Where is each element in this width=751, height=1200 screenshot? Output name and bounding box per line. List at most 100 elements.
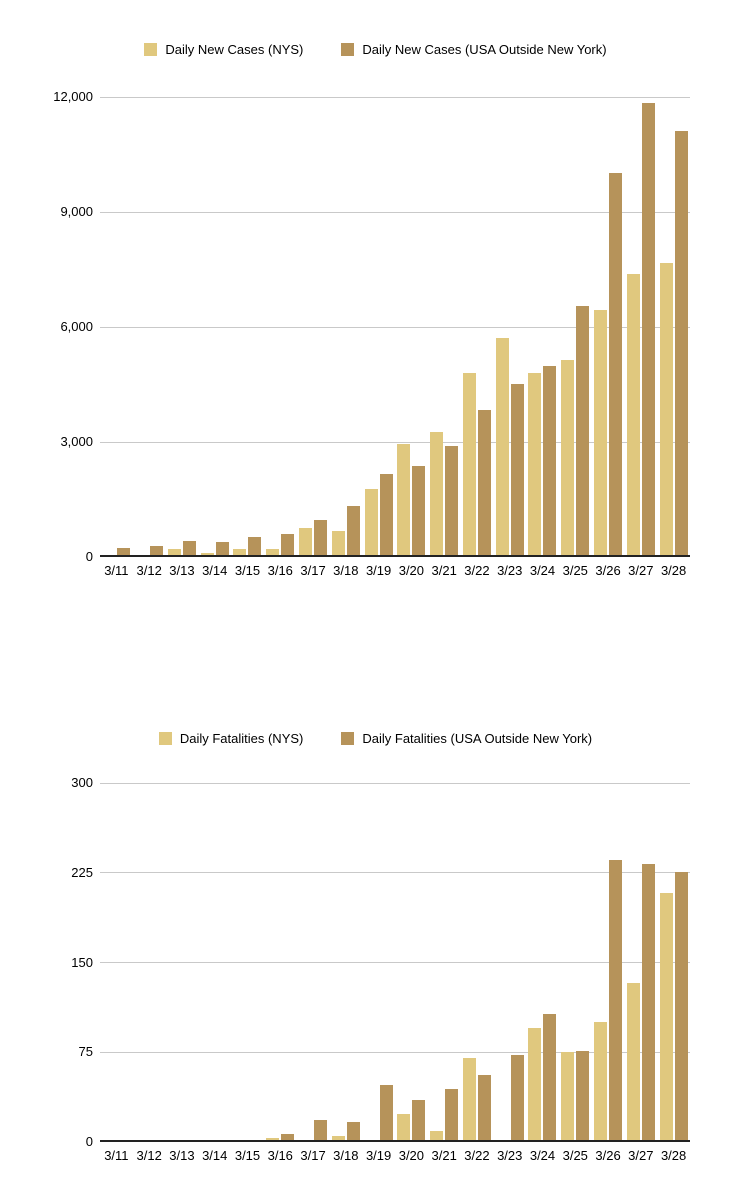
bar-usa-3/17 bbox=[314, 1120, 328, 1142]
x-axis-label: 3/23 bbox=[497, 563, 523, 578]
bar-group bbox=[559, 783, 592, 1142]
x-axis-label: 3/28 bbox=[660, 1148, 687, 1163]
x-axis-label: 3/14 bbox=[202, 563, 228, 578]
gridline bbox=[100, 441, 690, 443]
plot-area: 0 75 150 225 300 3/11 3/12 3/13 3/14 3/15 3/16 3/17… bbox=[71, 776, 690, 1163]
bar-nys-3/24 bbox=[528, 1028, 542, 1142]
x-axis-label: 3/28 bbox=[660, 563, 687, 578]
bar-nys-3/27 bbox=[626, 983, 640, 1142]
bar-nys-3/19 bbox=[364, 489, 378, 557]
bar-nys-3/21 bbox=[430, 1131, 444, 1142]
bar-group bbox=[592, 97, 625, 557]
bar-group bbox=[493, 783, 526, 1142]
bar-group bbox=[231, 97, 264, 557]
x-axis-label: 3/25 bbox=[562, 1148, 588, 1163]
bar-group bbox=[133, 783, 166, 1142]
gridline bbox=[100, 96, 690, 98]
bar-nys-3/18 bbox=[331, 1136, 345, 1142]
bar-usa-3/28 bbox=[674, 872, 688, 1142]
bar-usa-3/11 bbox=[117, 548, 131, 557]
bar-group bbox=[428, 783, 461, 1142]
bar-usa-3/20 bbox=[412, 466, 426, 557]
y-axis-label: 9,000 bbox=[60, 204, 93, 219]
y-axis-label: 6,000 bbox=[60, 319, 93, 334]
x-axis-line bbox=[100, 1140, 690, 1142]
x-axis-label: 3/19 bbox=[365, 1148, 392, 1163]
x-axis-label: 3/11 bbox=[104, 563, 129, 578]
bar-group bbox=[133, 97, 166, 557]
bar-group bbox=[231, 783, 264, 1142]
bar-usa-3/13 bbox=[182, 541, 196, 557]
x-axis-label: 3/22 bbox=[464, 563, 490, 578]
y-axis-label: 12,000 bbox=[53, 89, 93, 104]
x-axis-label: 3/15 bbox=[234, 563, 261, 578]
bar-usa-3/12 bbox=[150, 546, 164, 557]
bar-usa-3/16 bbox=[281, 1134, 295, 1142]
bar-group bbox=[461, 97, 494, 557]
bar-group bbox=[624, 783, 657, 1142]
bar-group bbox=[329, 97, 362, 557]
x-axis-label: 3/18 bbox=[333, 1148, 359, 1163]
legend-swatch-icon bbox=[341, 732, 355, 745]
y-axis-label: 0 bbox=[85, 549, 93, 564]
gridline bbox=[100, 962, 690, 963]
bar-nys-3/21 bbox=[430, 432, 444, 557]
gridline bbox=[100, 782, 690, 784]
bar-nys-3/23 bbox=[495, 338, 509, 557]
bar-usa-3/27 bbox=[641, 864, 655, 1142]
gridline bbox=[100, 1051, 690, 1053]
bar-usa-3/25 bbox=[576, 306, 590, 557]
bar-usa-3/26 bbox=[609, 860, 623, 1142]
x-axis-label: 3/26 bbox=[595, 563, 621, 578]
bar-usa-3/28 bbox=[674, 131, 688, 557]
bar-usa-3/24 bbox=[543, 1014, 557, 1142]
bar-nys-3/17 bbox=[299, 528, 313, 557]
x-axis-label: 3/16 bbox=[267, 563, 293, 578]
bar-usa-3/25 bbox=[576, 1051, 590, 1142]
x-axis-label: 3/25 bbox=[562, 563, 588, 578]
bar-group bbox=[624, 97, 657, 557]
bar-group bbox=[100, 97, 133, 557]
legend-label: Daily Fatalities (USA Outside New York) bbox=[362, 731, 593, 746]
bar-nys-3/28 bbox=[659, 263, 673, 557]
bar-usa-3/16 bbox=[281, 534, 295, 557]
y-axis-label: 75 bbox=[78, 1044, 93, 1060]
bar-usa-3/15 bbox=[248, 537, 262, 557]
bar-group bbox=[592, 783, 625, 1142]
bar-nys-3/25 bbox=[561, 360, 575, 557]
bar-nys-3/20 bbox=[397, 1114, 411, 1142]
bar-nys-3/22 bbox=[462, 373, 476, 557]
bar-group bbox=[166, 783, 199, 1142]
bar-usa-3/22 bbox=[477, 1075, 491, 1142]
bar-group bbox=[198, 97, 231, 557]
bar-group bbox=[264, 97, 297, 557]
x-axis-label: 3/19 bbox=[365, 563, 392, 578]
x-axis-label: 3/13 bbox=[169, 563, 195, 578]
bar-group bbox=[493, 97, 526, 557]
bar-nys-3/13 bbox=[167, 549, 181, 557]
bar-nys-3/24 bbox=[528, 373, 542, 557]
legend-item: Daily Fatalities (USA Outside New York) bbox=[341, 731, 592, 746]
bar-usa-3/14 bbox=[215, 542, 229, 557]
x-axis-label: 3/11 bbox=[104, 1148, 129, 1163]
legend-item: Daily Fatalities (NYS) bbox=[158, 731, 304, 746]
bar-usa-3/19 bbox=[379, 1085, 393, 1142]
x-axis-label: 3/12 bbox=[136, 1148, 162, 1163]
x-axis-label: 3/22 bbox=[464, 1148, 490, 1163]
x-axis-label: 3/27 bbox=[628, 563, 654, 578]
x-axis-label: 3/20 bbox=[398, 1148, 425, 1163]
bar-group bbox=[526, 783, 559, 1142]
bar-nys-3/25 bbox=[561, 1052, 575, 1142]
bar-group bbox=[559, 97, 592, 557]
legend-label: Daily New Cases (USA Outside New York) bbox=[362, 42, 607, 57]
bar-usa-3/17 bbox=[314, 520, 328, 557]
bar-group bbox=[198, 783, 231, 1142]
legend-label: Daily Fatalities (NYS) bbox=[179, 731, 304, 746]
bar-group bbox=[166, 97, 199, 557]
x-axis-label: 3/24 bbox=[529, 563, 556, 578]
bar-group bbox=[297, 97, 330, 557]
bar-nys-3/22 bbox=[462, 1058, 476, 1142]
bar-nys-3/28 bbox=[659, 893, 673, 1142]
bar-group bbox=[395, 783, 428, 1142]
